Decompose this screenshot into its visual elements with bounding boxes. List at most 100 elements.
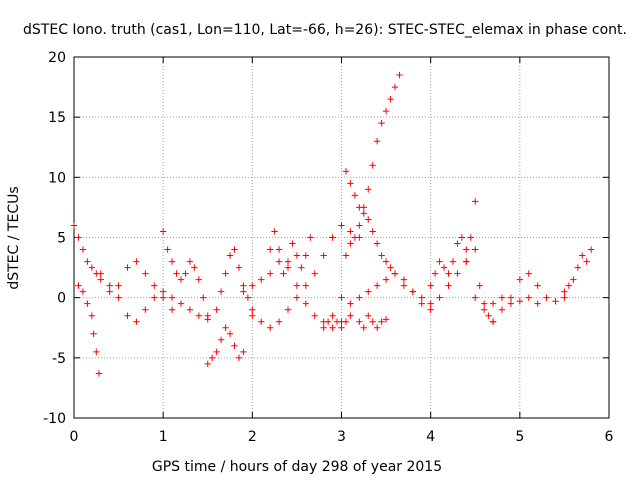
data-point-arc-h-3 (266, 270, 274, 277)
data-point-arc-m-1 (347, 180, 354, 187)
data-point-arc-d-1 (115, 282, 122, 289)
data-point-arc-e-9 (200, 294, 207, 301)
data-point-arc-j-4 (284, 258, 292, 265)
data-point-arc-s-10 (561, 294, 568, 301)
data-point-arc-c-3 (124, 312, 131, 319)
data-point-arc-k-0 (320, 324, 327, 331)
y-axis-label: dSTEC / TECUs (6, 186, 22, 289)
data-point-arc-d-5 (151, 282, 158, 289)
data-point-arc-h-1 (249, 282, 256, 289)
data-point-arc-c-11 (195, 312, 203, 319)
data-point-arc-i-7 (311, 270, 318, 277)
data-point-arc-d-6 (159, 294, 167, 301)
data-point-arc-p-0 (391, 270, 399, 277)
x-tick-label: 5 (515, 429, 524, 445)
data-point-arc-s-8 (543, 294, 550, 301)
data-point-arc-j-7 (298, 264, 305, 271)
data-point-arc-b-2 (84, 300, 91, 307)
data-point-arc-i-2 (266, 324, 274, 331)
data-point-arc-e-10 (204, 312, 211, 319)
data-point-arc-d-7 (168, 306, 176, 313)
data-point-arc-h-6 (293, 282, 301, 289)
data-point-arc-h-7 (302, 300, 310, 307)
data-point-arc-g-0 (213, 306, 220, 313)
data-point-arc-m-9 (382, 258, 390, 265)
data-point-arc-g-5 (235, 264, 243, 271)
data-point-arc-e-8 (195, 276, 203, 283)
data-point-arc-o-4 (373, 282, 381, 289)
data-point-arc-u-5 (583, 258, 590, 265)
data-point-arc-a-3 (84, 258, 91, 265)
data-point-arc-s-6 (525, 294, 532, 301)
data-point-arc-h-4 (275, 258, 283, 265)
data-point-arc-s-3 (498, 294, 506, 301)
data-point-arc-f-0 (204, 360, 211, 368)
y-tick-label: 5 (57, 231, 66, 247)
x-tick-label: 3 (337, 429, 346, 445)
data-point-arc-c-9 (177, 300, 185, 307)
data-point-arc-l-11 (391, 83, 399, 91)
data-point-arc-t-0 (489, 318, 497, 325)
data-point-arc-o-7 (400, 276, 408, 283)
data-point-arc-l-9 (382, 107, 390, 115)
data-point-arc-f-4 (222, 324, 229, 331)
data-point-arc-d-2 (124, 264, 131, 271)
data-point-arc-n-1 (360, 324, 367, 331)
data-point-arc-e-4 (177, 276, 185, 283)
data-point-arc-n-6 (382, 316, 390, 323)
data-point-arc-p-2 (409, 288, 417, 295)
data-point-arc-f-5 (226, 330, 234, 337)
data-point-arc-s-1 (480, 306, 488, 313)
data-point-arc-r-5 (485, 312, 492, 319)
data-point-arc-f-7 (235, 354, 243, 362)
data-point-arc-c-2 (115, 294, 122, 301)
data-point-arc-e-7 (191, 264, 198, 271)
data-point-arc-p-3 (418, 300, 425, 307)
data-point-arc-e-1 (164, 246, 171, 253)
y-tick-label: 20 (48, 50, 66, 66)
chart-title: dSTEC Iono. truth (cas1, Lon=110, Lat=-6… (23, 22, 627, 38)
data-point-arc-m-3 (356, 204, 363, 211)
data-point-arc-l-3 (356, 222, 363, 229)
data-point-arc-t-1 (498, 306, 506, 313)
data-point-arc-s-9 (552, 298, 559, 305)
data-point-arc-d-3 (133, 258, 140, 265)
data-point-arc-a-2 (79, 246, 87, 253)
data-point-arc-r-3 (476, 282, 483, 289)
data-point-arc-m-8 (378, 252, 385, 259)
data-point-arc-f-6 (231, 342, 238, 349)
data-point-arc-m-0 (342, 168, 350, 175)
data-point-arc-j-3 (280, 270, 287, 277)
data-point-arc-i-11 (347, 228, 354, 235)
data-point-arc-s-2 (489, 300, 497, 307)
data-point-arc-f-8 (240, 348, 247, 356)
data-point-arc-g-2 (222, 270, 229, 277)
data-point-arc-q-8 (463, 246, 470, 253)
data-point-arc-f-3 (217, 336, 225, 343)
data-point-arc-k-6 (347, 312, 354, 319)
y-tick-label: -10 (43, 411, 66, 427)
data-point-arc-l-1 (347, 240, 354, 247)
data-point-arc-a-1 (75, 234, 82, 241)
data-point-arc-r-4 (480, 300, 488, 307)
data-point-arc-q-1 (431, 270, 439, 277)
data-point-arc-q-4 (445, 270, 452, 277)
data-point-arc-o-1 (347, 300, 354, 307)
data-point-arc-h-5 (284, 264, 292, 271)
data-point-arc-c-6 (151, 294, 158, 301)
data-point-arc-g-7 (244, 294, 252, 301)
data-point-arc-q-0 (427, 282, 434, 289)
data-point-arc-d-4 (142, 270, 149, 277)
data-point-arc-l-5 (365, 186, 372, 193)
data-point-arc-l-12 (396, 71, 403, 79)
y-tick-label: 10 (48, 170, 66, 186)
data-point-arc-l-10 (387, 95, 394, 103)
data-point-arc-m-6 (369, 228, 376, 235)
data-point-arc-e-0 (159, 228, 167, 235)
data-point-arc-j-6 (293, 252, 301, 259)
data-point-arc-b-6 (95, 370, 103, 377)
data-point-arc-p-4 (427, 306, 434, 313)
y-tick-label: 0 (57, 291, 66, 307)
data-point-arc-n-2 (365, 312, 372, 319)
data-point-arc-j-2 (275, 246, 283, 253)
